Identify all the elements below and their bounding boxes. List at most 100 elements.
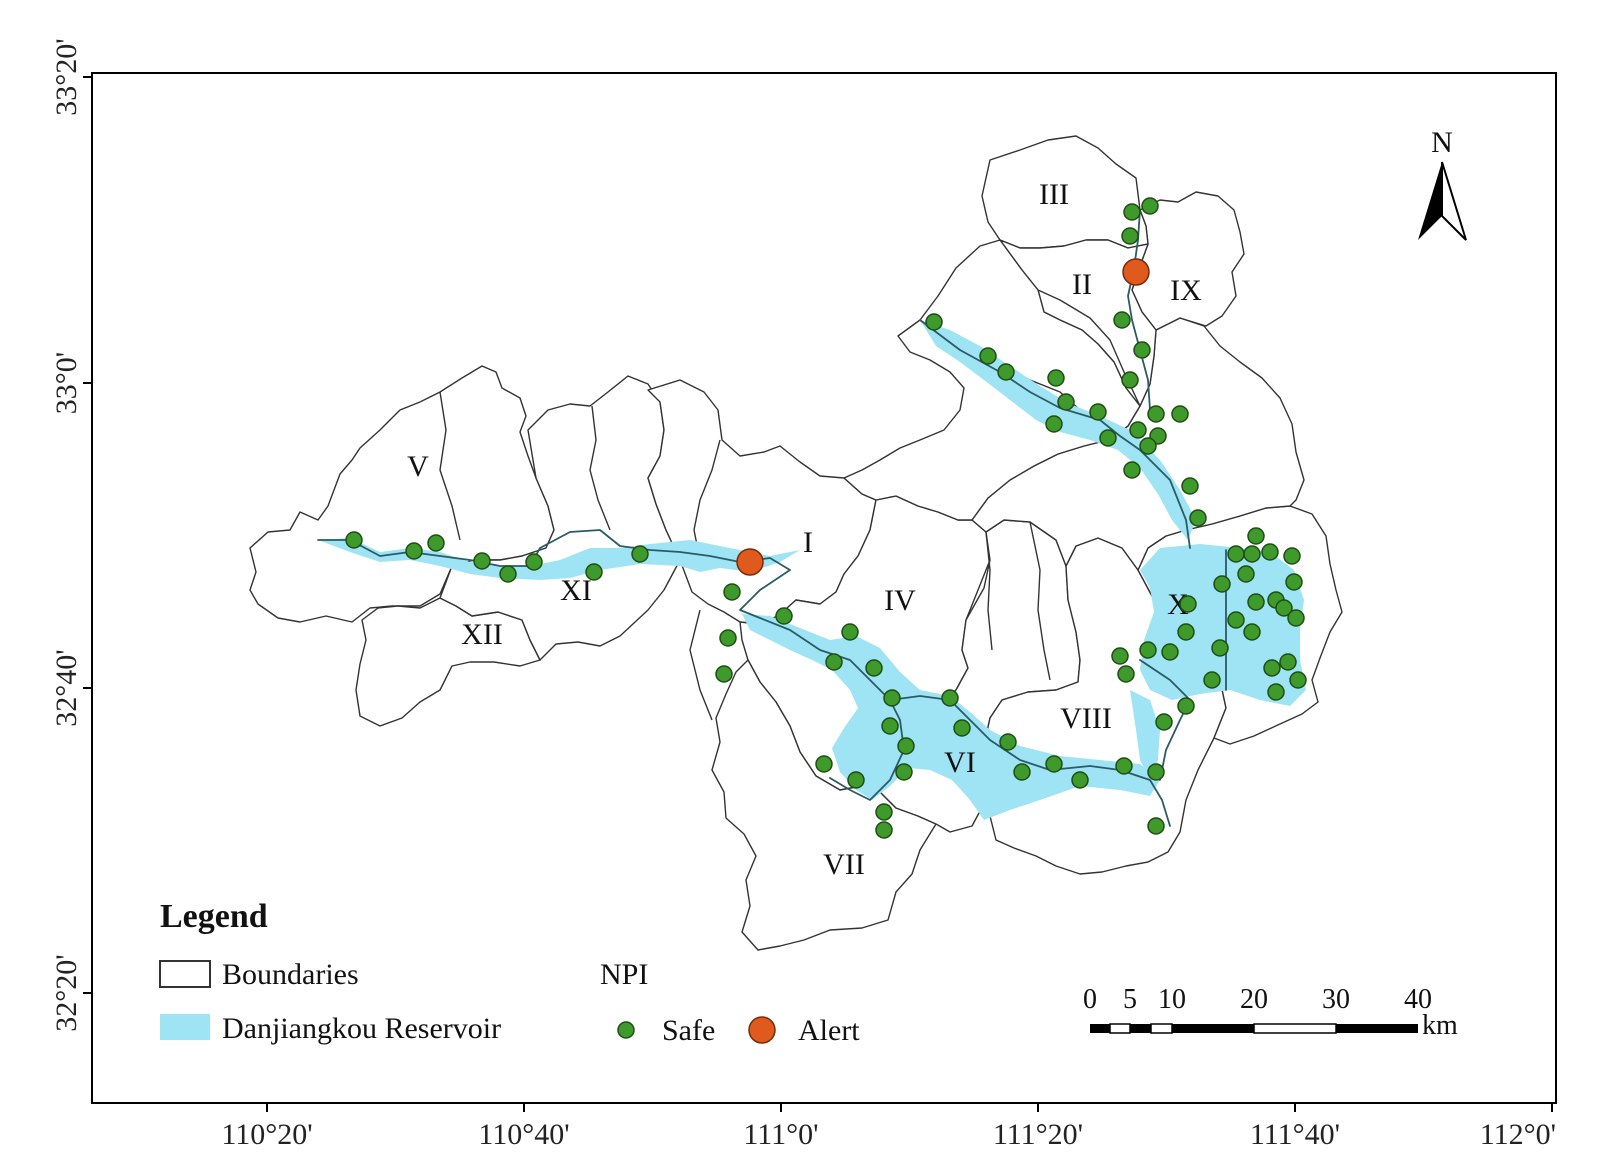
npi-safe-point <box>1113 311 1131 329</box>
npi-safe-point <box>897 737 915 755</box>
npi-safe-point <box>1121 227 1139 245</box>
npi-safe-point <box>825 653 843 671</box>
npi-safe-point <box>473 552 491 570</box>
legend-alert-label: Alert <box>798 1014 860 1047</box>
npi-safe-point <box>631 545 649 563</box>
scale-label: 5 <box>1123 984 1137 1015</box>
npi-safe-point <box>1123 461 1141 479</box>
lon-tick-label: 110°40' <box>478 1118 569 1151</box>
npi-safe-point <box>925 313 943 331</box>
npi-safe-point <box>875 821 893 839</box>
npi-safe-point <box>1171 405 1189 423</box>
npi-safe-point <box>881 717 899 735</box>
alert-points-layer <box>736 258 1150 576</box>
npi-safe-point <box>997 363 1015 381</box>
npi-safe-point <box>525 553 543 571</box>
region-label-ix: IX <box>1170 274 1202 307</box>
region-labels: I II III IV V VI VII VIII IX X XI XII <box>407 178 1202 881</box>
lon-tick-label: 110°20' <box>221 1118 312 1151</box>
npi-safe-point <box>1133 341 1151 359</box>
npi-safe-point <box>1247 593 1265 611</box>
boundary-inner-e <box>693 439 721 561</box>
scale-unit: km <box>1422 1010 1458 1041</box>
npi-safe-point <box>723 583 741 601</box>
legend-alert-marker <box>748 1016 776 1044</box>
npi-safe-point <box>1111 647 1129 665</box>
reservoir-east-body <box>1140 544 1306 706</box>
npi-safe-point <box>1147 763 1165 781</box>
npi-safe-point <box>1177 697 1195 715</box>
legend-reservoir-label: Danjiangkou Reservoir <box>222 1012 501 1045</box>
npi-safe-point <box>1045 415 1063 433</box>
lon-tick-label: 111°0' <box>743 1118 818 1151</box>
npi-safe-point <box>585 563 603 581</box>
npi-safe-point <box>1279 653 1297 671</box>
region-label-i: I <box>803 526 813 559</box>
region-label-xi: XI <box>560 574 592 607</box>
npi-safe-point <box>499 565 517 583</box>
scale-seg <box>1336 1024 1418 1033</box>
boundary-inner-c <box>1029 521 1051 681</box>
lon-tick-label: 112°0' <box>1480 1118 1556 1151</box>
legend-title: Legend <box>160 898 268 935</box>
reservoir-west-arm <box>318 538 800 580</box>
npi-safe-point <box>1243 545 1261 563</box>
scale-seg <box>1090 1024 1110 1033</box>
legend-npi-title: NPI <box>600 958 648 991</box>
region-label-v: V <box>407 450 429 483</box>
npi-safe-point <box>1203 671 1221 689</box>
npi-safe-point <box>405 542 423 560</box>
region-label-viii: VIII <box>1060 702 1112 735</box>
region-label-vii: VII <box>823 848 865 881</box>
region-label-iv: IV <box>884 584 916 617</box>
scale-seg <box>1130 1024 1151 1033</box>
scale-label: 0 <box>1083 984 1097 1015</box>
region-label-vi: VI <box>944 746 976 779</box>
npi-safe-point <box>1147 817 1165 835</box>
npi-safe-point <box>1129 421 1147 439</box>
npi-safe-point <box>1189 509 1207 527</box>
scale-label: 30 <box>1322 984 1350 1015</box>
legend-reservoir-swatch <box>160 1014 210 1040</box>
boundary-region-vii <box>711 659 937 951</box>
npi-alert-point <box>1122 258 1150 286</box>
region-label-x: X <box>1167 588 1189 621</box>
npi-safe-point <box>1139 437 1157 455</box>
npi-safe-point <box>847 771 865 789</box>
npi-safe-point <box>775 607 793 625</box>
reservoir-south-arm <box>1130 690 1160 780</box>
npi-safe-point <box>883 689 901 707</box>
river-layer <box>317 209 1227 827</box>
npi-safe-point <box>953 719 971 737</box>
scale-seg <box>1172 1024 1254 1033</box>
npi-safe-point <box>1099 429 1117 447</box>
npi-safe-point <box>345 531 363 549</box>
npi-safe-point <box>1123 203 1141 221</box>
npi-safe-point <box>1141 197 1159 215</box>
npi-safe-point <box>1263 659 1281 677</box>
npi-safe-point <box>1267 683 1285 701</box>
npi-safe-point <box>1115 757 1133 775</box>
npi-safe-point <box>1047 369 1065 387</box>
scale-seg <box>1150 1023 1173 1034</box>
npi-safe-point <box>1179 595 1197 613</box>
lon-tick-label: 111°40' <box>1250 1118 1340 1151</box>
npi-safe-point <box>841 623 859 641</box>
npi-safe-point <box>1211 639 1229 657</box>
lat-tick-label: 33°20' <box>50 38 83 115</box>
npi-safe-point <box>1237 565 1255 583</box>
region-label-xii: XII <box>461 618 503 651</box>
north-arrow-left <box>1418 162 1442 240</box>
legend-safe-marker <box>617 1021 635 1039</box>
npi-safe-point <box>715 665 733 683</box>
npi-safe-point <box>941 689 959 707</box>
lon-tick-label: 111°20' <box>993 1118 1083 1151</box>
npi-safe-point <box>1227 545 1245 563</box>
lat-tick-label: 32°20' <box>50 954 83 1031</box>
npi-safe-point <box>1283 547 1301 565</box>
npi-safe-point <box>1287 609 1305 627</box>
boundary-inner-h <box>689 609 713 721</box>
npi-safe-point <box>815 755 833 773</box>
scale-seg <box>1109 1023 1131 1034</box>
npi-safe-point <box>1155 713 1173 731</box>
